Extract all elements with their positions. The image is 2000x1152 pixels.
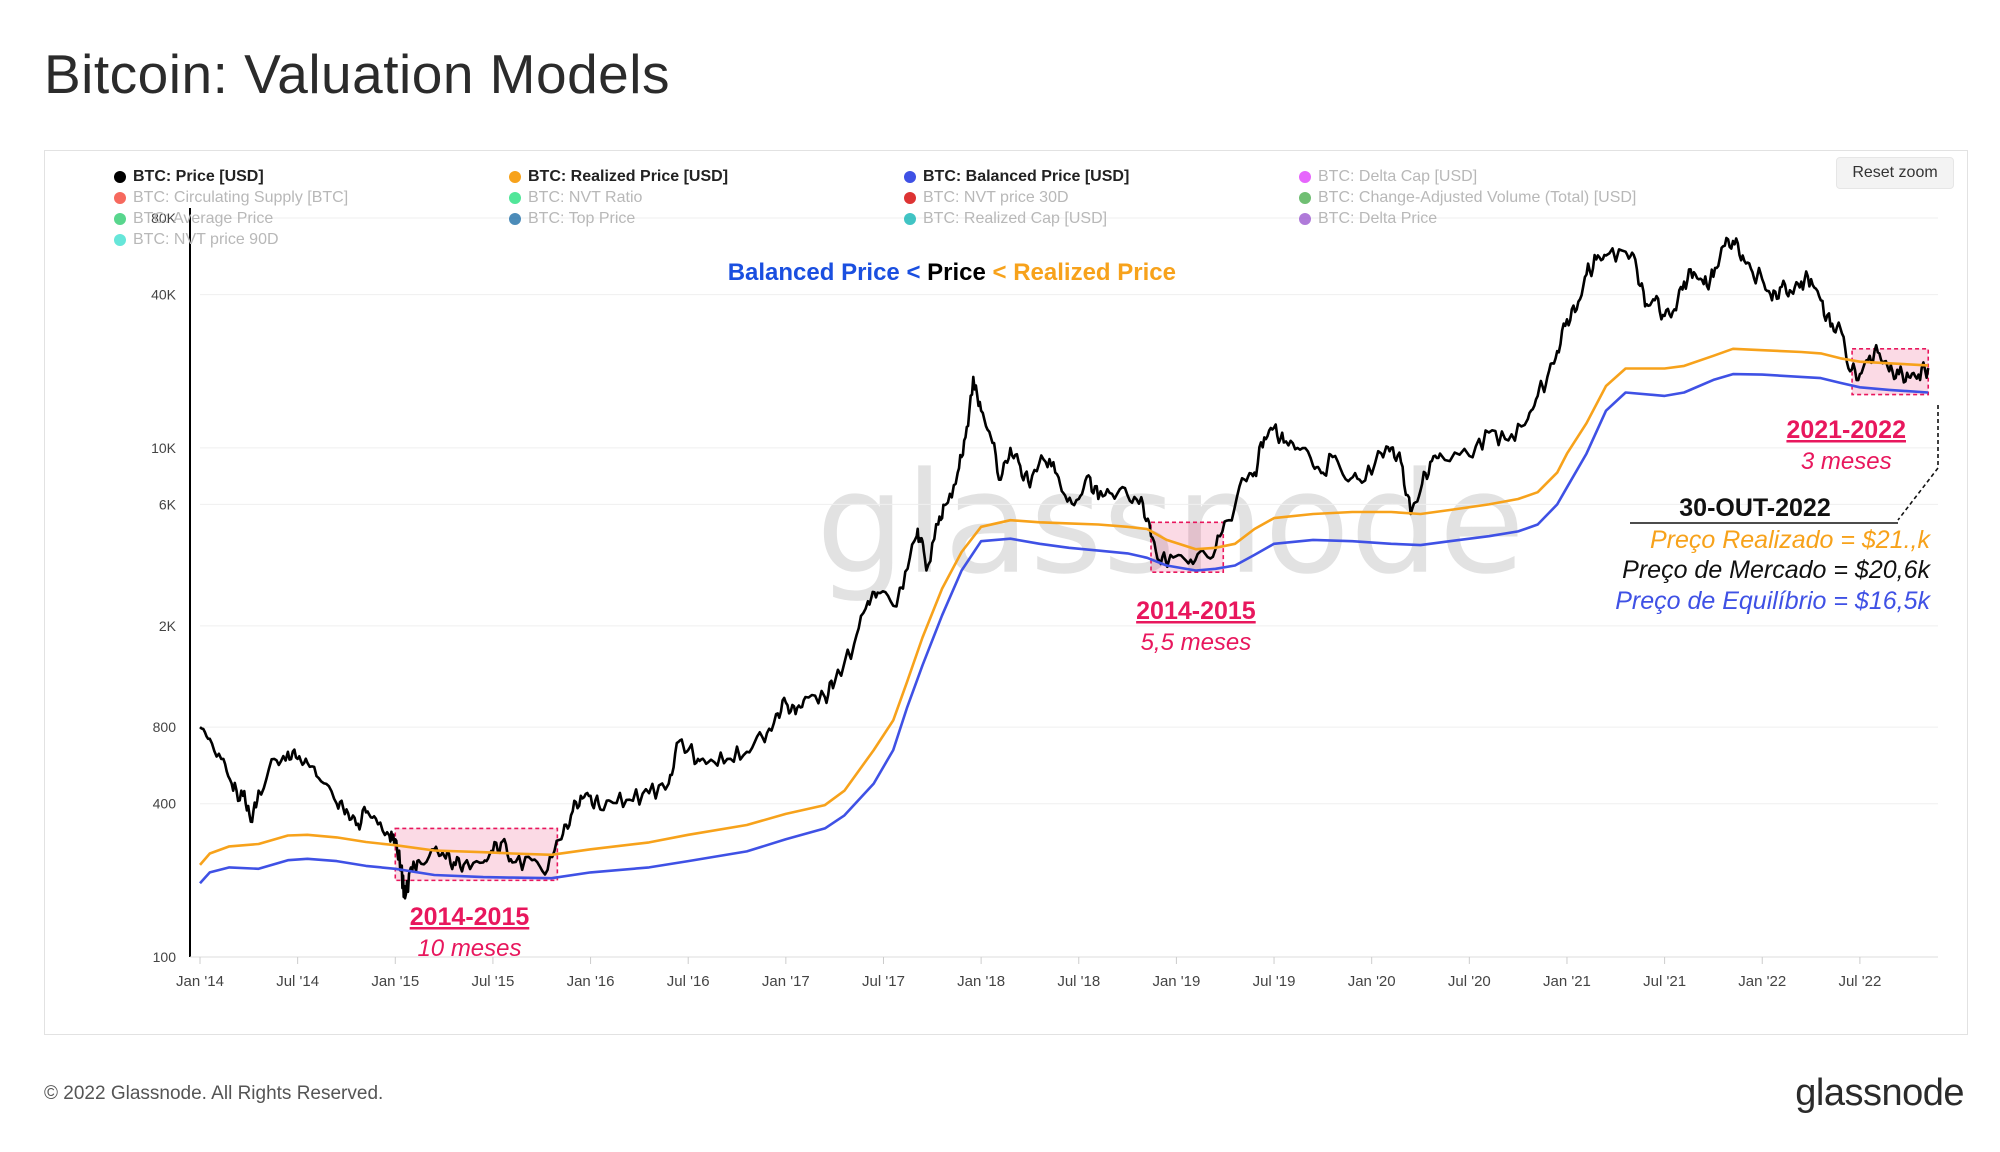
legend-label: BTC: Circulating Supply [BTC] bbox=[133, 189, 349, 206]
x-tick-label: Jan '17 bbox=[762, 973, 810, 990]
y-tick-label: 6K bbox=[159, 496, 177, 512]
watermark: glassnode bbox=[816, 443, 1525, 606]
legend-item[interactable]: BTC: NVT price 90D bbox=[114, 231, 279, 249]
legend-dot-icon bbox=[114, 171, 126, 183]
page-title: Bitcoin: Valuation Models bbox=[44, 43, 670, 105]
x-tick-label: Jan '14 bbox=[176, 973, 224, 990]
series-line-price bbox=[199, 236, 1930, 900]
series-line-balanced bbox=[199, 372, 1929, 885]
chart-subtitle: Balanced Price < Price < Realized Price bbox=[728, 259, 1176, 286]
legend-item[interactable]: BTC: Realized Cap [USD] bbox=[904, 210, 1107, 228]
legend-dot-icon bbox=[114, 213, 126, 225]
reset-zoom-button[interactable]: Reset zoom bbox=[1836, 157, 1954, 189]
x-tick-label: Jan '22 bbox=[1738, 973, 1786, 990]
x-tick-label: Jul '20 bbox=[1448, 973, 1491, 990]
x-tick-label: Jul '19 bbox=[1253, 973, 1296, 990]
x-tick-label: Jul '14 bbox=[276, 973, 319, 990]
y-tick-label: 100 bbox=[153, 949, 177, 965]
chart-subtitle-part: < bbox=[986, 259, 1013, 286]
legend-dot-icon bbox=[1299, 171, 1311, 183]
highlight-label-title: 2021-2022 bbox=[1786, 416, 1906, 444]
x-tick-label: Jul '22 bbox=[1838, 973, 1881, 990]
chart-subtitle-part: Balanced Price bbox=[728, 259, 900, 286]
legend-item[interactable]: BTC: Circulating Supply [BTC] bbox=[114, 189, 348, 207]
legend-label: BTC: Change-Adjusted Volume (Total) [USD… bbox=[1318, 189, 1637, 206]
x-tick-label: Jan '18 bbox=[957, 973, 1005, 990]
legend-label: BTC: NVT price 90D bbox=[133, 231, 279, 248]
legend-dot-icon bbox=[509, 213, 521, 225]
x-tick-label: Jul '21 bbox=[1643, 973, 1686, 990]
legend-item[interactable]: BTC: Delta Cap [USD] bbox=[1299, 168, 1477, 186]
highlight-label-title: 2014-2015 bbox=[1136, 597, 1256, 625]
chart-subtitle-part: Price bbox=[927, 259, 986, 286]
series-line-realized bbox=[199, 347, 1929, 866]
callout-date: 30-OUT-2022 bbox=[1679, 494, 1830, 522]
y-tick-label: 10K bbox=[151, 440, 177, 456]
legend-item[interactable]: BTC: NVT Ratio bbox=[509, 189, 642, 207]
x-tick-label: Jan '16 bbox=[567, 973, 615, 990]
x-tick-label: Jul '15 bbox=[471, 973, 514, 990]
legend-dot-icon bbox=[904, 213, 916, 225]
x-tick-label: Jul '16 bbox=[667, 973, 710, 990]
legend-item[interactable]: BTC: Change-Adjusted Volume (Total) [USD… bbox=[1299, 189, 1636, 207]
x-tick-label: Jan '19 bbox=[1152, 973, 1200, 990]
chart-subtitle-part: < bbox=[900, 259, 927, 286]
legend-item[interactable]: BTC: Balanced Price [USD] bbox=[904, 168, 1129, 186]
legend-dot-icon bbox=[904, 171, 916, 183]
highlight-label-subtitle: 3 meses bbox=[1801, 448, 1892, 475]
y-tick-label: 80K bbox=[151, 210, 177, 226]
y-tick-label: 400 bbox=[153, 796, 177, 812]
legend-label: BTC: Realized Price [USD] bbox=[528, 168, 729, 185]
callout-leader-line bbox=[1897, 405, 1939, 521]
chart-subtitle-part: Realized Price bbox=[1013, 259, 1176, 286]
highlight-label-subtitle: 5,5 meses bbox=[1141, 629, 1252, 656]
y-tick-label: 2K bbox=[159, 618, 177, 634]
legend-dot-icon bbox=[509, 192, 521, 204]
footer-copyright: © 2022 Glassnode. All Rights Reserved. bbox=[44, 1083, 384, 1104]
legend-item[interactable]: BTC: Price [USD] bbox=[114, 168, 264, 186]
legend-label: BTC: Realized Cap [USD] bbox=[923, 210, 1108, 227]
legend-label: BTC: Average Price bbox=[133, 210, 274, 227]
legend-dot-icon bbox=[114, 234, 126, 246]
x-tick-label: Jul '17 bbox=[862, 973, 905, 990]
x-tick-label: Jul '18 bbox=[1057, 973, 1100, 990]
legend-label: BTC: NVT Ratio bbox=[528, 189, 643, 206]
legend-dot-icon bbox=[1299, 213, 1311, 225]
x-tick-label: Jan '15 bbox=[371, 973, 419, 990]
legend-item[interactable]: BTC: Delta Price bbox=[1299, 210, 1437, 228]
legend-label: BTC: Top Price bbox=[528, 210, 636, 227]
x-tick-label: Jan '20 bbox=[1348, 973, 1396, 990]
x-tick-label: Jan '21 bbox=[1543, 973, 1591, 990]
legend-label: BTC: Delta Price bbox=[1318, 210, 1438, 227]
y-tick-label: 800 bbox=[153, 719, 177, 735]
legend-item[interactable]: BTC: Realized Price [USD] bbox=[509, 168, 728, 186]
legend-dot-icon bbox=[114, 192, 126, 204]
chart-frame bbox=[44, 150, 1968, 1035]
legend-item[interactable]: BTC: Top Price bbox=[509, 210, 635, 228]
highlight-label-title: 2014-2015 bbox=[410, 903, 530, 931]
callout-realized: Preço Realizado = $21.,k bbox=[1650, 526, 1932, 554]
callout-balanced: Preço de Equilíbrio = $16,5k bbox=[1615, 587, 1931, 615]
legend-label: BTC: NVT price 30D bbox=[923, 189, 1069, 206]
legend-dot-icon bbox=[509, 171, 521, 183]
footer-logo: glassnode bbox=[1795, 1072, 1964, 1114]
callout-market: Preço de Mercado = $20,6k bbox=[1622, 556, 1931, 584]
y-tick-label: 40K bbox=[151, 287, 177, 303]
legend-dot-icon bbox=[904, 192, 916, 204]
legend-label: BTC: Delta Cap [USD] bbox=[1318, 168, 1478, 185]
legend-label: BTC: Price [USD] bbox=[133, 168, 264, 185]
highlight-label-subtitle: 10 meses bbox=[417, 935, 521, 962]
legend-dot-icon bbox=[1299, 192, 1311, 204]
legend-item[interactable]: BTC: NVT price 30D bbox=[904, 189, 1069, 207]
legend-label: BTC: Balanced Price [USD] bbox=[923, 168, 1130, 185]
legend-item[interactable]: BTC: Average Price bbox=[114, 210, 273, 228]
